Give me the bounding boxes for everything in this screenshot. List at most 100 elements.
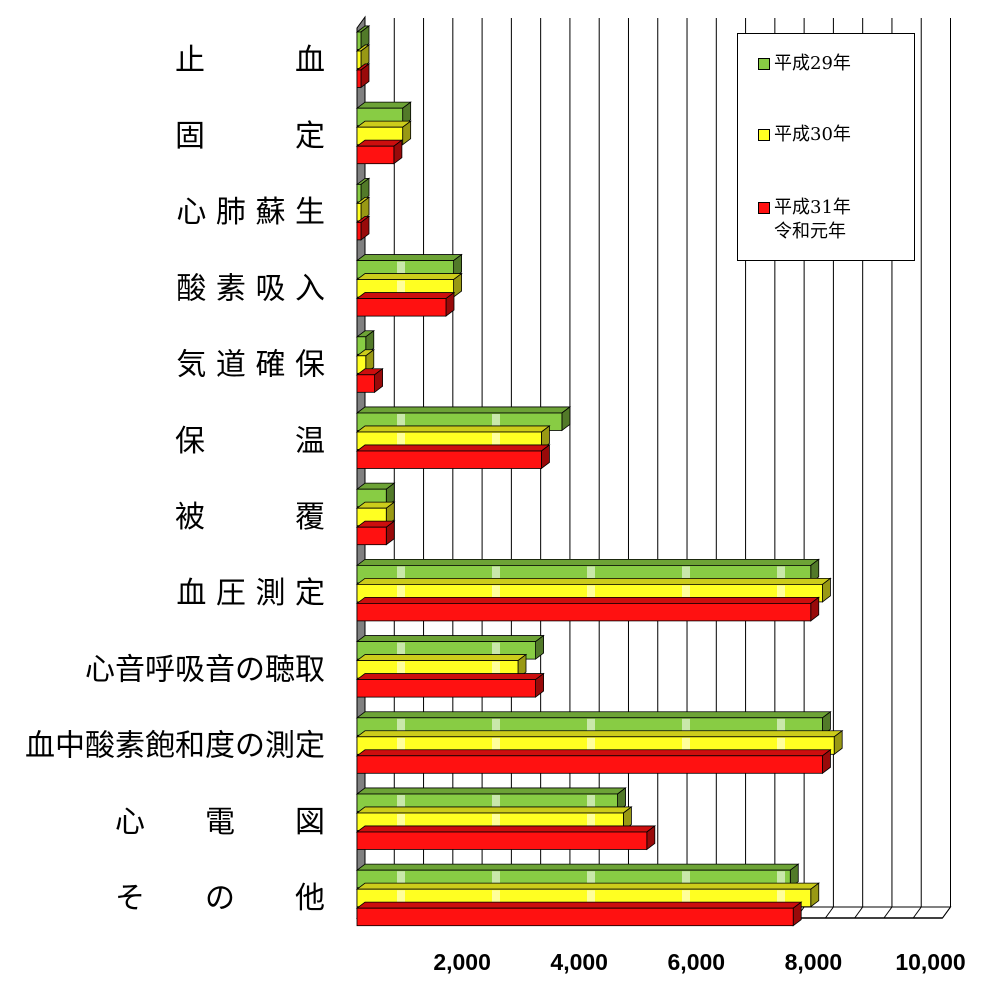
bar-pattern [397,718,405,735]
bar-2-0 [355,177,371,203]
bar-pattern [397,585,405,601]
legend: 平成29年 平成30年 平成31年 令和元年 [737,33,915,261]
bar-front-face [356,202,362,222]
bar-0-1 [355,44,371,70]
bar-pattern [397,890,405,906]
bar-top-face [355,577,832,585]
floor-hatch [942,906,951,919]
floor-hatch [824,906,834,919]
bar-front-face [356,755,823,774]
bar-top-face [355,654,528,661]
bar-top-face [355,806,633,814]
bars [355,25,844,927]
bar-9-2 [355,748,832,775]
bar-pattern [587,814,595,830]
bar-top-face [355,425,551,433]
floor-hatch [854,906,864,919]
bar-top-face [355,596,820,604]
bar-top-face [355,901,803,909]
bar-pattern [587,795,595,811]
bar-0-0 [355,25,371,51]
x-tick-label: 2,000 [433,949,491,975]
legend-item-2018: 平成30年 [758,123,851,147]
bar-pattern [682,718,690,735]
bar-pattern [587,566,595,582]
bar-pattern [397,795,405,811]
bar-pattern [682,737,690,754]
bar-6-0 [355,482,396,508]
legend-swatch-2019 [758,202,770,214]
bar-front-face [356,679,536,698]
category-label: 心音呼吸音の聴取 [85,652,325,687]
bar-pattern [397,737,405,754]
bar-pattern [777,585,785,601]
category-label: 酸 素 吸 入 [176,271,325,306]
bar-top-face [355,444,551,452]
bar-top-face [355,273,463,281]
bar-top-face [355,711,832,719]
bar-pattern [492,871,500,887]
x-tick-label: 10,000 [895,949,965,975]
bar-front-face [356,31,362,50]
bar-pattern [397,871,405,887]
bar-top-face [355,882,820,890]
bar-top-face [355,254,463,262]
category-label: 固 定 [175,119,325,154]
bar-pattern [492,566,500,582]
bar-pattern [492,585,500,601]
bar-2-2 [355,215,371,241]
bar-8-2 [355,672,545,698]
category-label: 保 温 [175,424,325,459]
legend-label-2017: 平成29年 [774,53,851,74]
category-label: 心 肺 蘇 生 [176,195,325,230]
bar-7-2 [355,596,820,622]
bar-pattern [397,280,405,297]
category-label: 止 血 [175,43,325,78]
bar-pattern [492,433,500,449]
x-tick-label: 8,000 [785,949,843,975]
bar-pattern [777,718,785,735]
bar-pattern [492,718,500,735]
bar-pattern [777,737,785,754]
bar-pattern [777,890,785,906]
bar-pattern [682,871,690,887]
bar-front-face [356,907,794,927]
bar-pattern [682,585,690,601]
legend-label-2018: 平成30年 [774,124,851,145]
bar-top-face [355,406,572,414]
bar-top-face [355,730,844,738]
bar-top-face [355,120,412,128]
bar-front-face [356,145,395,165]
bar-top-face [355,101,412,109]
bar-pattern [587,737,595,754]
category-label: 心 電 図 [115,805,325,840]
bar-top-face [355,558,820,566]
bar-top-face [355,863,800,871]
bar-pattern [492,890,500,906]
legend-label-2019: 平成31年 令和元年 [774,197,851,242]
bar-top-face [355,292,456,300]
x-tick-labels: 2,000 4,000 6,000 8,000 10,000 [433,949,965,975]
bar-top-face [355,635,545,642]
bar-pattern [397,414,405,430]
bar-front-face [356,221,362,241]
bar-top-face [355,825,657,833]
bar-pattern [587,890,595,906]
x-tick-label: 6,000 [668,949,726,975]
bar-pattern [492,737,500,754]
bar-pattern [587,871,595,887]
bar-4-1 [355,348,375,375]
category-label: 血 圧 測 定 [176,576,325,611]
bar-6-2 [355,520,396,546]
bar-pattern [397,261,405,278]
bar-front-face [356,526,387,546]
bar-pattern [682,566,690,582]
bar-front-face [356,183,362,203]
bar-front-face [356,374,375,393]
bar-1-2 [355,139,404,165]
legend-swatch-2017 [758,58,770,70]
bar-5-1 [355,425,551,451]
bar-4-2 [355,367,384,394]
bar-front-face [356,603,812,622]
